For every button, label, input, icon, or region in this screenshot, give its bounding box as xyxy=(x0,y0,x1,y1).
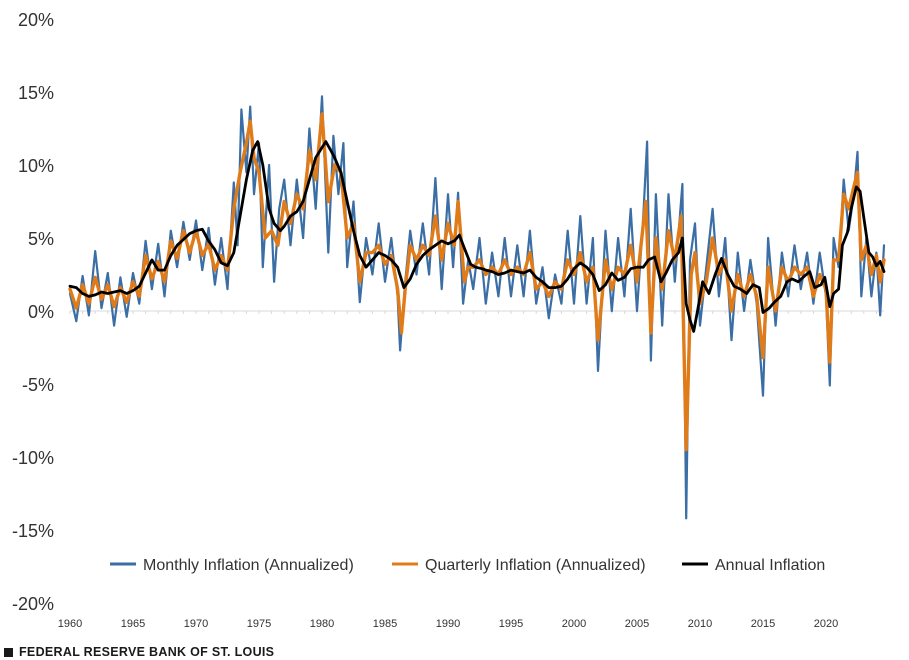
y-tick-label: -10% xyxy=(12,448,54,468)
y-axis-ticks: 20% 15% 10% 5% 0% -5% -10% -15% -20% xyxy=(12,10,54,614)
x-axis-ticks: 1960 1965 1970 1975 1980 1985 1990 1995 2000 2005… xyxy=(58,311,877,630)
x-tick-label: 2000 xyxy=(562,618,586,630)
series-layer xyxy=(68,95,886,520)
y-tick-label: 10% xyxy=(18,156,54,176)
y-tick-label: -15% xyxy=(12,521,54,541)
y-tick-label: 0% xyxy=(28,302,54,322)
legend: Monthly Inflation (Annualized) Quarterly … xyxy=(110,557,825,574)
footer-attribution: FEDERAL RESERVE BANK OF ST. LOUIS xyxy=(4,645,274,659)
x-tick-label: 1960 xyxy=(58,618,82,630)
legend-label-2: Quarterly Inflation (Annualized) xyxy=(425,557,646,574)
y-tick-label: -5% xyxy=(22,375,54,395)
series-line-2 xyxy=(68,112,886,452)
inflation-chart: 20% 15% 10% 5% 0% -5% -10% -15% -20% 1960 1965 197… xyxy=(12,10,886,630)
series-line-3 xyxy=(68,140,886,333)
x-tick-label: 1995 xyxy=(499,618,523,630)
x-tick-label: 2005 xyxy=(625,618,649,630)
x-tick-label: 1965 xyxy=(121,618,145,630)
x-tick-label: 1990 xyxy=(436,618,460,630)
footer-text: FEDERAL RESERVE BANK OF ST. LOUIS xyxy=(19,645,275,659)
x-tick-label: 1970 xyxy=(184,618,208,630)
x-tick-label: 1980 xyxy=(310,618,334,630)
x-tick-label: 2020 xyxy=(814,618,838,630)
y-tick-label: 15% xyxy=(18,83,54,103)
x-tick-label: 2015 xyxy=(751,618,775,630)
footer-square-icon xyxy=(4,647,13,657)
y-tick-label: 5% xyxy=(28,229,54,249)
x-tick-label: 1975 xyxy=(247,618,271,630)
y-tick-label: 20% xyxy=(18,10,54,30)
x-tick-label: 2010 xyxy=(688,618,712,630)
legend-label-1: Monthly Inflation (Annualized) xyxy=(143,557,354,574)
y-tick-label: -20% xyxy=(12,594,54,614)
legend-label-3: Annual Inflation xyxy=(715,557,825,574)
x-tick-label: 1985 xyxy=(373,618,397,630)
